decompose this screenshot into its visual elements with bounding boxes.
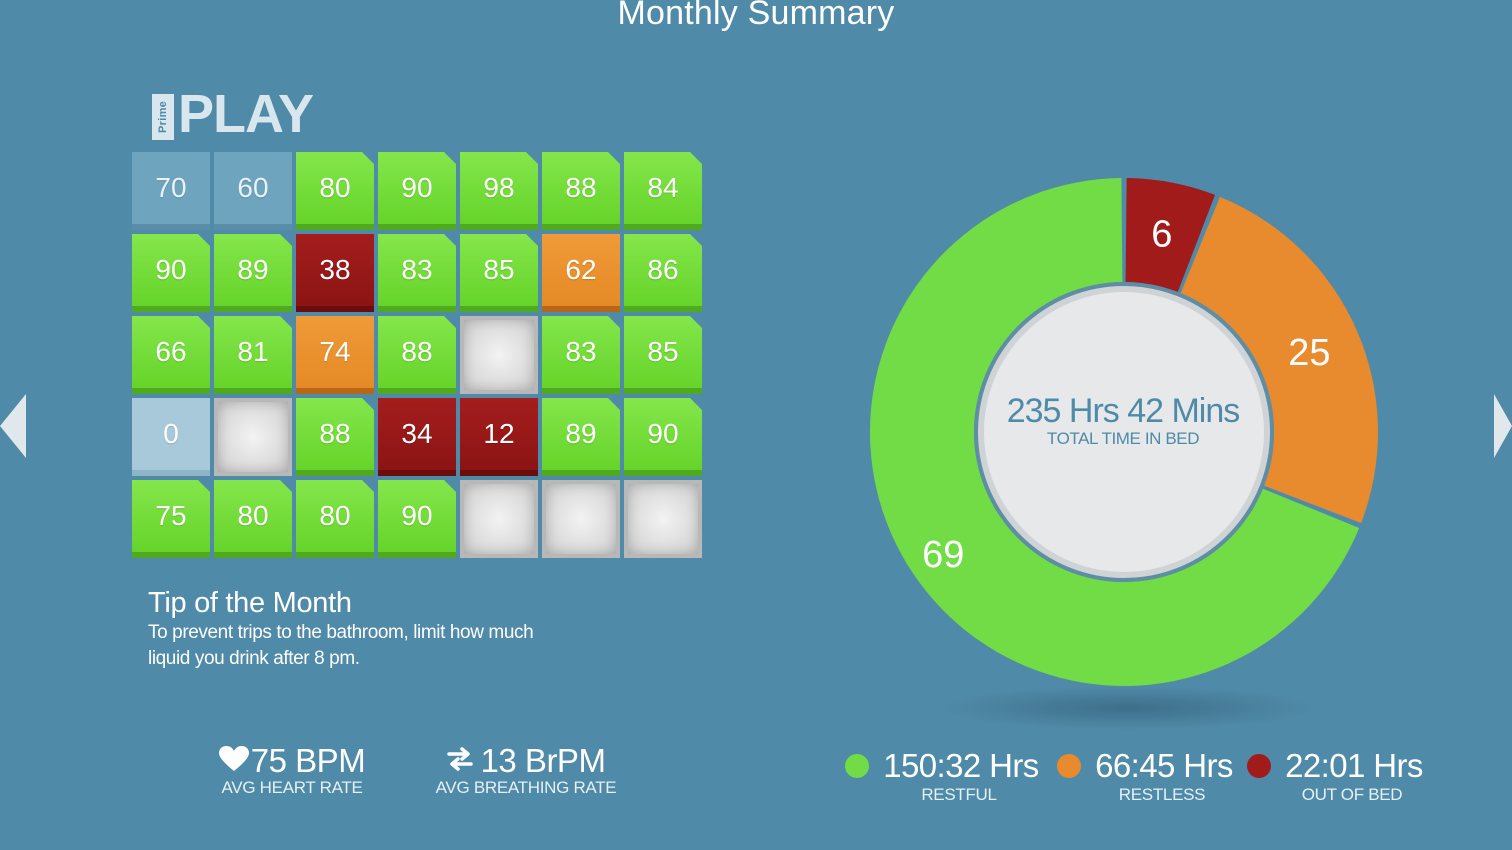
donut-label-restful: 69: [922, 534, 964, 576]
donut-center: [981, 289, 1267, 575]
calendar-day[interactable]: 90: [378, 480, 456, 558]
total-time-value: 235 Hrs 42 Mins: [1006, 392, 1241, 430]
calendar-day[interactable]: 70: [132, 152, 210, 230]
tip-of-month: Tip of the Month To prevent trips to the…: [148, 586, 608, 672]
restful-value: 150:32 Hrs: [883, 747, 1039, 784]
breathing-rate-label: AVG BREATHING RATE: [435, 778, 617, 797]
arrow-left-icon[interactable]: [0, 394, 26, 458]
heart-rate-label: AVG HEART RATE: [221, 778, 363, 797]
tip-text: To prevent trips to the bathroom, limit …: [148, 620, 608, 672]
page-title: Monthly Summary: [617, 0, 895, 32]
calendar-day[interactable]: 90: [132, 234, 210, 312]
donut-shadow: [938, 686, 1318, 730]
restless-label: RESTLESS: [1118, 785, 1206, 804]
calendar-day[interactable]: 75: [132, 480, 210, 558]
calendar-day[interactable]: 60: [214, 152, 292, 230]
donut-label-restless: 25: [1288, 332, 1330, 374]
out-of-bed-label: OUT OF BED: [1301, 785, 1403, 804]
legend-restful: 150:32 Hrs RESTFUL: [842, 746, 1042, 804]
calendar-day[interactable]: 74: [296, 316, 374, 394]
donut-slice-restless: [1180, 196, 1378, 524]
legend-restless: 66:45 Hrs RESTLESS: [1050, 746, 1240, 804]
heart-rate-stat: 75 BPM AVG HEART RATE: [212, 744, 372, 798]
calendar-day[interactable]: 88: [542, 152, 620, 230]
donut-slice-out-of-bed: [1125, 178, 1216, 292]
calendar-day-empty[interactable]: [624, 480, 702, 558]
calendar-day[interactable]: 0: [132, 398, 210, 476]
arrow-right-icon[interactable]: [1494, 394, 1512, 458]
calendar-day[interactable]: 98: [460, 152, 538, 230]
tip-line-2: liquid you drink after 8 pm.: [148, 648, 360, 669]
calendar-day[interactable]: 90: [378, 152, 456, 230]
calendar-day[interactable]: 80: [214, 480, 292, 558]
donut-label-out-of-bed: 6: [1151, 214, 1172, 256]
calendar-day[interactable]: 86: [624, 234, 702, 312]
heart-rate-value: 75 BPM: [250, 742, 366, 779]
calendar-day[interactable]: 66: [132, 316, 210, 394]
out-of-bed-dot-icon: [1247, 754, 1272, 778]
donut-center-edge: [978, 286, 1270, 578]
calendar-day[interactable]: 34: [378, 398, 456, 476]
calendar-day[interactable]: 89: [542, 398, 620, 476]
restful-dot-icon: [845, 754, 870, 778]
swap-icon: [446, 744, 473, 778]
logo-word: PLAY: [178, 84, 314, 144]
calendar-day[interactable]: 85: [624, 316, 702, 394]
calendar-grid: 70 60 80 90 98 88 84 90 89 38 83 85 62 86 66 81 74 88 83 85…: [132, 152, 702, 558]
donut-svg: 6 25 69: [870, 178, 1378, 687]
breathing-rate-value: 13 BrPM: [480, 742, 606, 779]
calendar-day[interactable]: 90: [624, 398, 702, 476]
calendar-day[interactable]: 83: [378, 234, 456, 312]
restless-value: 66:45 Hrs: [1095, 747, 1233, 784]
tip-title: Tip of the Month: [148, 587, 352, 619]
calendar-day[interactable]: 83: [542, 316, 620, 394]
heart-icon: [218, 744, 249, 778]
calendar-day[interactable]: 88: [296, 398, 374, 476]
calendar-day[interactable]: 89: [214, 234, 292, 312]
calendar-day[interactable]: 81: [214, 316, 292, 394]
restless-dot-icon: [1057, 754, 1082, 778]
logo: Prime PLAY: [152, 82, 314, 144]
calendar-day[interactable]: 62: [542, 234, 620, 312]
calendar-day-empty[interactable]: [460, 316, 538, 394]
calendar-day-empty[interactable]: [214, 398, 292, 476]
legend-out-of-bed: 22:01 Hrs OUT OF BED: [1240, 746, 1430, 804]
restful-label: RESTFUL: [921, 785, 997, 804]
calendar-day-empty[interactable]: [460, 480, 538, 558]
calendar-day[interactable]: 85: [460, 234, 538, 312]
logo-prefix: Prime: [152, 94, 174, 140]
calendar-day[interactable]: 12: [460, 398, 538, 476]
calendar-day[interactable]: 80: [296, 480, 374, 558]
donut-slice-restful: [870, 178, 1360, 687]
calendar-day[interactable]: 38: [296, 234, 374, 312]
tip-line-1: To prevent trips to the bathroom, limit …: [148, 622, 534, 643]
total-time-label: TOTAL TIME IN BED: [1046, 429, 1200, 448]
total-time-in-bed: 235 Hrs 42 Mins TOTAL TIME IN BED: [968, 392, 1278, 448]
calendar-day-empty[interactable]: [542, 480, 620, 558]
calendar-day[interactable]: 80: [296, 152, 374, 230]
calendar-day[interactable]: 88: [378, 316, 456, 394]
donut-chart: 6 25 69: [868, 176, 1380, 688]
breathing-rate-stat: 13 BrPM AVG BREATHING RATE: [428, 744, 624, 798]
calendar-day[interactable]: 84: [624, 152, 702, 230]
out-of-bed-value: 22:01 Hrs: [1285, 747, 1423, 784]
